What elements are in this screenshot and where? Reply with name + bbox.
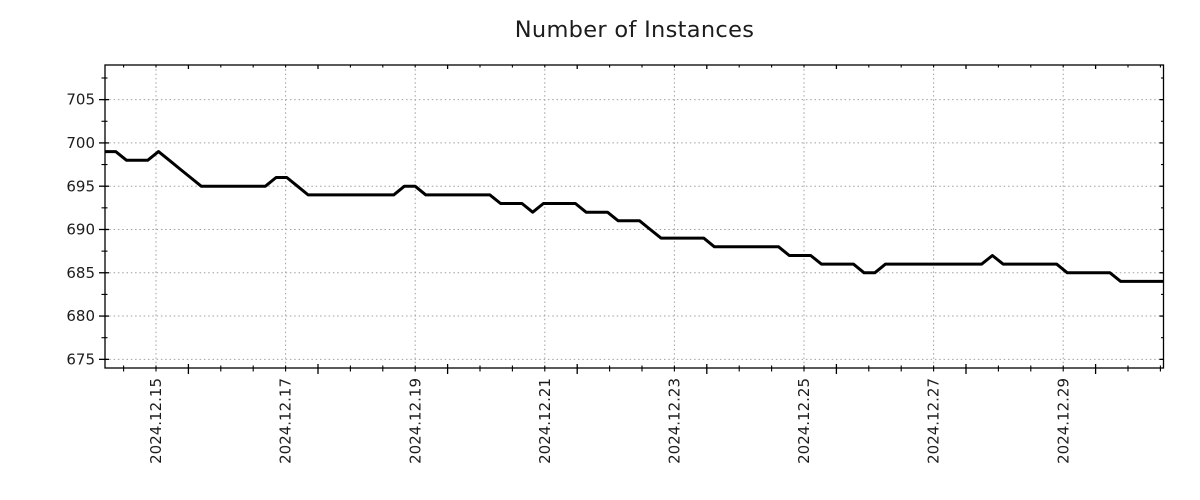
y-tick-label: 680 xyxy=(66,307,95,325)
x-tick-label: 2024.12.27 xyxy=(925,378,943,464)
x-tick-label: 2024.12.17 xyxy=(277,378,295,464)
x-tick-label: 2024.12.19 xyxy=(406,378,424,464)
x-tick-label: 2024.12.21 xyxy=(536,378,554,464)
chart-title: Number of Instances xyxy=(514,17,755,43)
series-line-instances xyxy=(105,150,1164,283)
y-tick-label: 675 xyxy=(66,350,95,368)
y-tick-label: 685 xyxy=(66,264,95,282)
plot-border xyxy=(104,64,1165,369)
y-tick-label: 690 xyxy=(66,221,95,239)
y-tick-label: 695 xyxy=(66,177,95,195)
y-tick-label: 705 xyxy=(66,91,95,109)
y-tick-label: 700 xyxy=(66,134,95,152)
x-tick-label: 2024.12.25 xyxy=(795,378,813,464)
x-tick-label: 2024.12.23 xyxy=(666,378,684,464)
x-tick-label: 2024.12.29 xyxy=(1054,378,1072,464)
x-tick-label: 2024.12.15 xyxy=(147,378,165,464)
